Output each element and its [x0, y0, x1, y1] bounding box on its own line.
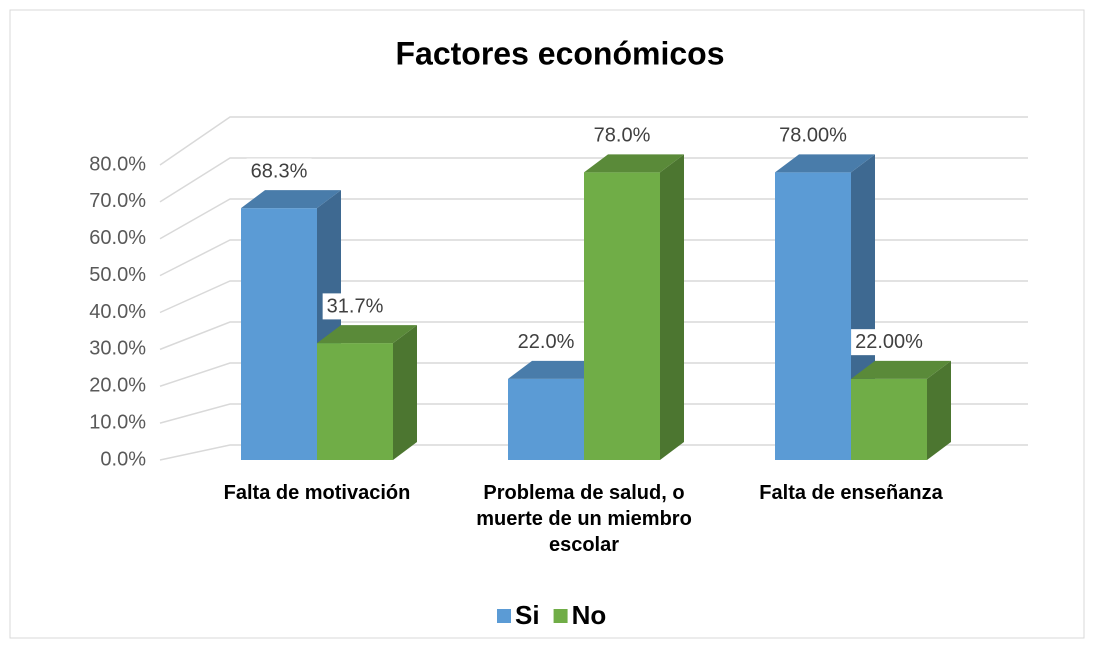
x-tick-label: Problema de salud, o muerte de un miembr… [476, 482, 692, 556]
y-tick-label: 80.0% [89, 153, 146, 175]
bar-top [584, 154, 684, 173]
bar [241, 208, 317, 460]
y-tick-label: 40.0% [89, 301, 146, 323]
grid-line [159, 116, 1028, 166]
grid-line [159, 362, 1028, 387]
bar-side [660, 154, 684, 460]
grid-line [159, 239, 1028, 277]
legend-label: Si [515, 600, 540, 630]
data-label: 22.00% [855, 331, 923, 353]
bar [851, 378, 927, 460]
bar [775, 172, 851, 460]
grid-line [159, 403, 1028, 424]
data-label: 78.00% [779, 125, 847, 147]
chart-border [9, 9, 1085, 639]
data-label-bg [513, 329, 579, 356]
bar [317, 343, 393, 460]
grid-line [159, 157, 1028, 203]
y-tick-label: 20.0% [89, 375, 146, 397]
bar-top [775, 154, 875, 173]
data-label: 22.0% [518, 331, 575, 353]
bar-side [393, 325, 417, 460]
y-tick-label: 10.0% [89, 411, 146, 433]
legend-label: No [572, 600, 607, 630]
y-tick-label: 30.0% [89, 338, 146, 360]
bar [584, 172, 660, 460]
data-label-bg [322, 293, 388, 320]
bar-top [508, 360, 608, 379]
data-label: 68.3% [251, 160, 308, 182]
bar-side [927, 360, 951, 460]
data-label-bg [589, 122, 655, 149]
y-tick-label: 0.0% [100, 448, 146, 470]
chart-title: Factores económicos [396, 35, 725, 71]
legend-swatch [497, 609, 511, 623]
data-label: 31.7% [327, 295, 384, 317]
data-label: 78.0% [594, 125, 651, 147]
x-tick-label: Falta de motivación [223, 482, 411, 504]
bar-top [317, 325, 417, 344]
legend-swatch [553, 609, 568, 623]
y-tick-label: 60.0% [89, 227, 146, 249]
grid-line [159, 444, 1028, 461]
bar-top [851, 360, 951, 379]
grid-line [159, 198, 1028, 240]
grid-line [159, 280, 1028, 314]
x-tick-label: Falta de enseñanza [759, 482, 943, 504]
grid-line [159, 321, 1028, 351]
y-tick-label: 70.0% [89, 190, 146, 212]
data-label-bg [851, 329, 928, 356]
y-tick-label: 50.0% [89, 264, 146, 286]
bar [508, 378, 584, 460]
bar-top [241, 190, 341, 209]
data-label-bg [775, 122, 852, 149]
data-label-bg [246, 158, 312, 185]
